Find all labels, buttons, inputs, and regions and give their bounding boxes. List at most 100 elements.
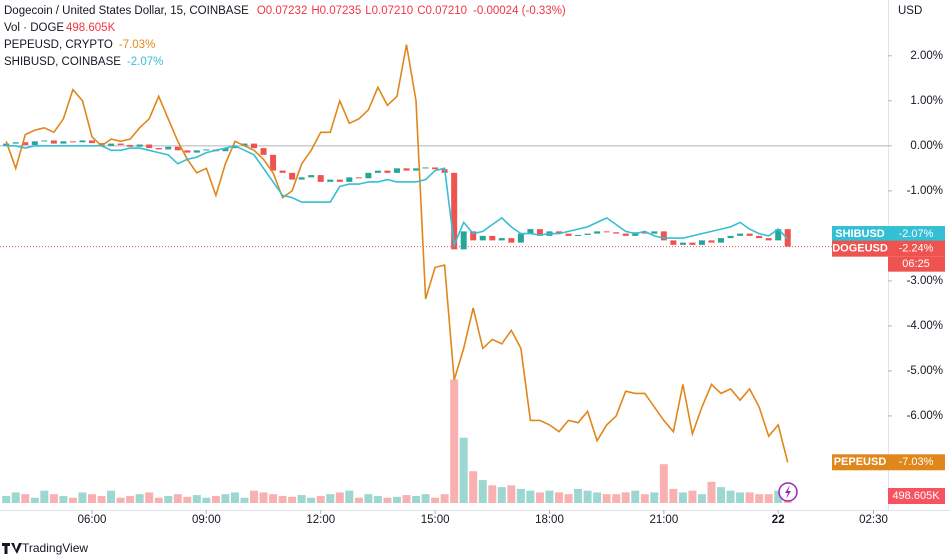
volume-bar: [574, 488, 583, 503]
legend-ohlc: L0.07210: [365, 5, 413, 17]
volume-bar: [583, 490, 592, 503]
candle-body: [365, 172, 372, 179]
volume-bar: [211, 495, 220, 503]
volume-bar: [230, 492, 239, 503]
volume-bar: [707, 481, 716, 503]
volume-bar: [59, 495, 68, 503]
candle-body: [88, 140, 95, 144]
candle-body: [737, 233, 744, 236]
lightning-icon: [778, 482, 798, 502]
candle-body: [603, 231, 610, 233]
candle-body: [451, 172, 458, 250]
legend-series-value: -2.07%: [127, 56, 163, 68]
volume-bar: [726, 490, 735, 503]
volume-bar: [621, 492, 630, 503]
volume-bar: [250, 490, 259, 503]
volume-bar: [335, 492, 344, 503]
watermark: TradingView: [2, 541, 88, 555]
doge-badge-value: -2.24%: [899, 243, 934, 255]
candle-body: [317, 175, 324, 182]
candle-body: [517, 233, 524, 243]
y-tick-label: -3.00%: [907, 275, 943, 287]
y-tick-label: -5.00%: [907, 365, 943, 377]
x-tick-label: 12:00: [306, 514, 335, 526]
candle-body: [718, 238, 725, 243]
volume-bar: [78, 492, 87, 503]
volume-bar: [612, 494, 621, 503]
volume-bar: [154, 497, 163, 503]
candle-body: [289, 172, 296, 180]
volume-bar: [459, 437, 468, 503]
candle-body: [622, 233, 629, 236]
candle-body: [355, 177, 362, 179]
volume-badge-value: 498.605K: [892, 490, 940, 502]
volume-bar: [164, 495, 173, 503]
volume-bar: [650, 492, 659, 503]
volume-bar: [30, 497, 39, 503]
candle-body: [470, 231, 477, 241]
volume-bar: [40, 490, 49, 503]
volume-bar: [173, 494, 182, 503]
candle-body: [384, 170, 391, 173]
candle-body: [146, 144, 153, 149]
volume-bar: [774, 490, 783, 503]
legend-ohlc: H0.07235: [311, 5, 361, 17]
watermark-text: TradingView: [22, 541, 88, 555]
volume-bar: [145, 492, 154, 503]
candle-body: [651, 231, 658, 234]
candle-body: [489, 235, 496, 241]
volume-badge-value-bg: [888, 488, 945, 504]
candle-body: [98, 143, 105, 146]
volume-bar: [469, 471, 478, 503]
x-tick-label: 21:00: [649, 514, 678, 526]
candle-body: [50, 140, 57, 144]
candle-body: [260, 148, 267, 155]
candle-body: [498, 238, 505, 241]
series-line: [5, 44, 789, 463]
legend-series-name: PEPEUSD, CRYPTO: [4, 39, 113, 51]
volume-bar: [326, 494, 335, 503]
pepe-badge-value: -7.03%: [899, 456, 934, 468]
shib-badge-value-bg: [888, 226, 945, 243]
volume-bar: [307, 497, 316, 503]
candle-body: [565, 233, 572, 236]
countdown: 06:25: [902, 258, 930, 270]
volume-bar: [593, 492, 602, 503]
volume-bar: [688, 490, 697, 503]
candle-body: [689, 242, 696, 245]
candle-body: [136, 144, 143, 147]
volume-bar: [755, 494, 764, 503]
icon-bolt: [785, 485, 791, 499]
candle-body: [555, 231, 562, 234]
y-tick-label: 2.00%: [910, 50, 943, 62]
candle-body: [413, 168, 420, 171]
volume-bar: [640, 494, 649, 503]
candle-body: [660, 231, 667, 241]
candle-body: [222, 148, 229, 152]
x-tick-label: 02:30: [859, 514, 888, 526]
logo: [2, 543, 22, 554]
volume-bar: [316, 495, 325, 503]
x-tick-label: 09:00: [192, 514, 221, 526]
candle-body: [12, 142, 19, 144]
candle-body: [327, 179, 334, 182]
x-tick-label: 15:00: [421, 514, 450, 526]
volume-bar: [764, 494, 773, 503]
legend-title: Dogecoin / United States Dollar, 15, COI…: [4, 5, 249, 17]
candle-body: [679, 242, 686, 245]
volume-bar: [478, 480, 487, 503]
volume-bar: [669, 488, 678, 503]
volume-bar: [97, 495, 106, 503]
candle-body: [41, 140, 48, 142]
y-tick-label: 1.00%: [910, 95, 943, 107]
shib-badge-value: -2.07%: [899, 228, 934, 240]
volume-bar: [240, 497, 249, 503]
volume-bar: [202, 497, 211, 503]
doge-badge-value-bg: [888, 240, 945, 257]
candle-body: [527, 229, 534, 234]
doge-badge-name-bg: [832, 240, 888, 257]
currency-label: USD: [898, 5, 922, 17]
volume-bar: [116, 497, 125, 503]
volume-bar: [278, 495, 287, 503]
